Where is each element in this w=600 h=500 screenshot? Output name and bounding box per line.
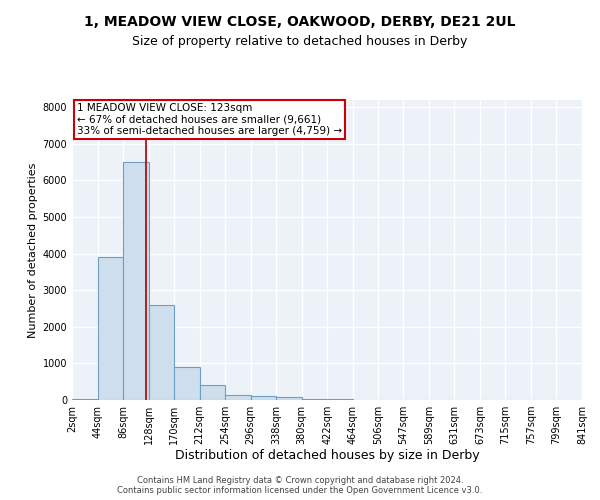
Y-axis label: Number of detached properties: Number of detached properties [28,162,38,338]
Bar [98,258,123,400]
Text: 1, MEADOW VIEW CLOSE, OAKWOOD, DERBY, DE21 2UL: 1, MEADOW VIEW CLOSE, OAKWOOD, DERBY, DE… [84,15,516,29]
Bar [200,384,225,400]
Bar [123,162,149,400]
Bar [72,399,98,400]
Bar [174,367,200,400]
Text: Size of property relative to detached houses in Derby: Size of property relative to detached ho… [133,35,467,48]
Bar [149,305,174,400]
Text: Contains HM Land Registry data © Crown copyright and database right 2024.
Contai: Contains HM Land Registry data © Crown c… [118,476,482,495]
Bar [276,398,302,400]
Bar [302,399,328,400]
X-axis label: Distribution of detached houses by size in Derby: Distribution of detached houses by size … [175,448,479,462]
Text: 1 MEADOW VIEW CLOSE: 123sqm
← 67% of detached houses are smaller (9,661)
33% of : 1 MEADOW VIEW CLOSE: 123sqm ← 67% of det… [77,103,342,136]
Bar [225,395,251,400]
Bar [251,396,276,400]
